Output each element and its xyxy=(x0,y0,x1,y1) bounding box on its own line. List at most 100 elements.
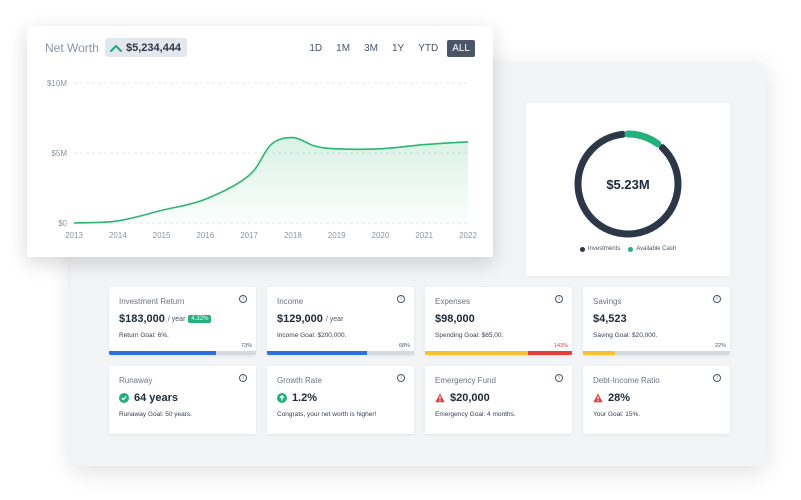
info-icon[interactable]: i xyxy=(397,374,405,382)
card-value-unit: / year xyxy=(325,315,344,323)
donut-center-value: $5.23M xyxy=(606,177,649,192)
card-title: Debt-Income Ratio xyxy=(593,376,660,385)
warning-icon xyxy=(435,393,450,403)
card-value-text: 1.2% xyxy=(292,392,318,404)
progress-fill xyxy=(109,351,217,355)
progress-fill xyxy=(267,351,367,355)
progress-bar xyxy=(267,351,414,355)
range-1m-button[interactable]: 1M xyxy=(336,43,351,54)
progress-percent: 73% xyxy=(240,343,252,349)
card-title: Emergency Fund xyxy=(435,376,496,385)
x-tick-label: 2018 xyxy=(284,231,302,240)
card-goal: Income Goal: $200,000. xyxy=(277,332,347,339)
x-tick-label: 2015 xyxy=(153,231,171,240)
y-tick-label: $5M xyxy=(51,149,67,158)
x-tick-label: 2013 xyxy=(65,231,83,240)
progress-percent: 22% xyxy=(714,343,726,349)
card-goal: Emergency Goal: 4 months. xyxy=(435,411,516,418)
card-value: $98,000 xyxy=(435,313,475,325)
metric-card-savings[interactable]: Savings i $4,523 Saving Goal: $20,000. 22% xyxy=(583,287,730,355)
x-tick-label: 2022 xyxy=(459,231,477,240)
legend-cash: Available Cash xyxy=(628,246,676,252)
card-value: 64 years xyxy=(119,392,178,404)
warning-icon xyxy=(593,393,608,403)
range-1d-button[interactable]: 1D xyxy=(309,43,323,54)
card-value: 28% xyxy=(593,392,630,404)
card-value-text: $20,000 xyxy=(450,392,490,404)
net-worth-chart-card: $10M $5M $0 2013 2014 2015 2016 2017 2018 2019 202… xyxy=(27,26,493,257)
progress-overflow xyxy=(527,351,572,355)
range-3m-button[interactable]: 3M xyxy=(364,43,378,54)
info-icon[interactable]: i xyxy=(239,295,247,303)
info-icon[interactable]: i xyxy=(397,295,405,303)
card-value-text: $98,000 xyxy=(435,313,475,325)
allocation-card: $5.23M Investments Available Cash xyxy=(526,103,730,276)
legend-cash-label: Available Cash xyxy=(636,246,677,252)
card-goal: Congrats, your net worth is higher! xyxy=(277,411,377,418)
metric-card-runaway[interactable]: Runaway i 64 years Runaway Goal: 50 years. xyxy=(109,366,256,434)
metric-card-investment-return[interactable]: Investment Return i $183,000/ year 4.32% Ret… xyxy=(109,287,256,355)
card-value: $129,000/ year xyxy=(277,313,343,325)
range-ytd-button[interactable]: YTD xyxy=(418,43,439,54)
arrow-up-circle-icon xyxy=(277,393,292,403)
metric-card-growth-rate[interactable]: Growth Rate i 1.2% Congrats, your net worth… xyxy=(267,366,414,434)
progress-fill xyxy=(425,351,528,355)
card-goal: Saving Goal: $20,000. xyxy=(593,332,658,339)
info-icon[interactable]: i xyxy=(713,374,721,382)
x-tick-label: 2017 xyxy=(240,231,258,240)
card-title: Expenses xyxy=(435,297,471,306)
metric-card-expenses[interactable]: Expenses i $98,000 Spending Goal: $65,00. 14… xyxy=(425,287,572,355)
info-icon[interactable]: i xyxy=(239,374,247,382)
card-goal: Runaway Goal: 50 years. xyxy=(119,411,192,418)
metric-card-emergency-fund[interactable]: Emergency Fund i $20,000 Emergency Goal: 4 … xyxy=(425,366,572,434)
card-goal: Your Goal: 15%. xyxy=(593,411,641,418)
card-title: Investment Return xyxy=(119,297,185,306)
card-title: Runaway xyxy=(119,376,153,385)
x-tick-label: 2020 xyxy=(372,231,390,240)
net-worth-chart: $10M $5M $0 2013 2014 2015 2016 2017 2018 2019 202… xyxy=(47,79,477,240)
progress-percent: 143% xyxy=(553,343,568,349)
card-value: $183,000/ year 4.32% xyxy=(119,313,212,325)
info-icon[interactable]: i xyxy=(555,374,563,382)
card-title: Growth Rate xyxy=(277,376,322,385)
x-tick-label: 2016 xyxy=(196,231,214,240)
card-value: 1.2% xyxy=(277,392,317,404)
check-circle-icon xyxy=(119,393,134,403)
card-title: Savings xyxy=(593,297,622,306)
card-value: $20,000 xyxy=(435,392,490,404)
card-title: Income xyxy=(277,297,304,306)
card-value-unit: / year xyxy=(167,315,186,323)
card-value-text: $183,000 xyxy=(119,313,165,325)
cash-ring xyxy=(574,130,682,238)
y-tick-label: $10M xyxy=(47,79,67,88)
y-tick-label: $0 xyxy=(58,219,67,228)
card-goal: Return Goal: 6%. xyxy=(119,332,169,339)
range-all-button[interactable]: ALL xyxy=(447,40,475,57)
card-goal: Spending Goal: $65,00. xyxy=(435,332,504,339)
legend-investments: Investments xyxy=(579,246,621,252)
progress-bar xyxy=(425,351,572,355)
metric-card-income[interactable]: Income i $129,000/ year Income Goal: $200,0… xyxy=(267,287,414,355)
net-worth-line xyxy=(73,136,469,224)
net-worth-pill: $5,234,444 xyxy=(105,38,187,57)
investments-ring xyxy=(574,130,682,238)
legend-investments-label: Investments xyxy=(587,246,621,252)
return-badge: 4.32% xyxy=(188,315,212,323)
card-value-text: $129,000 xyxy=(277,313,323,325)
x-tick-label: 2014 xyxy=(109,231,127,240)
range-selector: 1D 1M 3M 1Y YTD ALL xyxy=(304,40,475,57)
net-worth-area xyxy=(74,137,468,223)
info-icon[interactable]: i xyxy=(555,295,563,303)
card-value-text: $4,523 xyxy=(593,313,627,325)
arrow-up-icon xyxy=(110,44,122,52)
progress-bar xyxy=(109,351,256,355)
info-icon[interactable]: i xyxy=(713,295,721,303)
card-value: $4,523 xyxy=(593,313,627,325)
range-1y-button[interactable]: 1Y xyxy=(391,43,405,54)
x-tick-label: 2021 xyxy=(415,231,433,240)
progress-bar xyxy=(583,351,730,355)
donut-legend: Investments Available Cash xyxy=(526,246,730,252)
metric-card-debt-income-ratio[interactable]: Debt-Income Ratio i 28% Your Goal: 15%. xyxy=(583,366,730,434)
card-value-text: 28% xyxy=(608,392,631,404)
progress-fill xyxy=(583,351,616,355)
